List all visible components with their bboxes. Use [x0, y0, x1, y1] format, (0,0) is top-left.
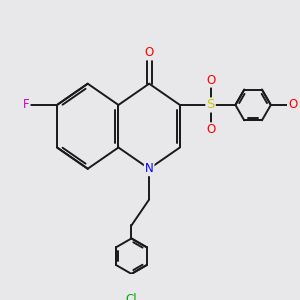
Text: O: O — [145, 46, 154, 59]
Text: N: N — [145, 162, 154, 175]
Text: O: O — [289, 98, 298, 112]
Text: S: S — [206, 98, 215, 112]
Text: F: F — [23, 98, 30, 112]
Text: O: O — [206, 74, 215, 87]
Text: Cl: Cl — [126, 293, 137, 300]
Text: O: O — [206, 123, 215, 136]
